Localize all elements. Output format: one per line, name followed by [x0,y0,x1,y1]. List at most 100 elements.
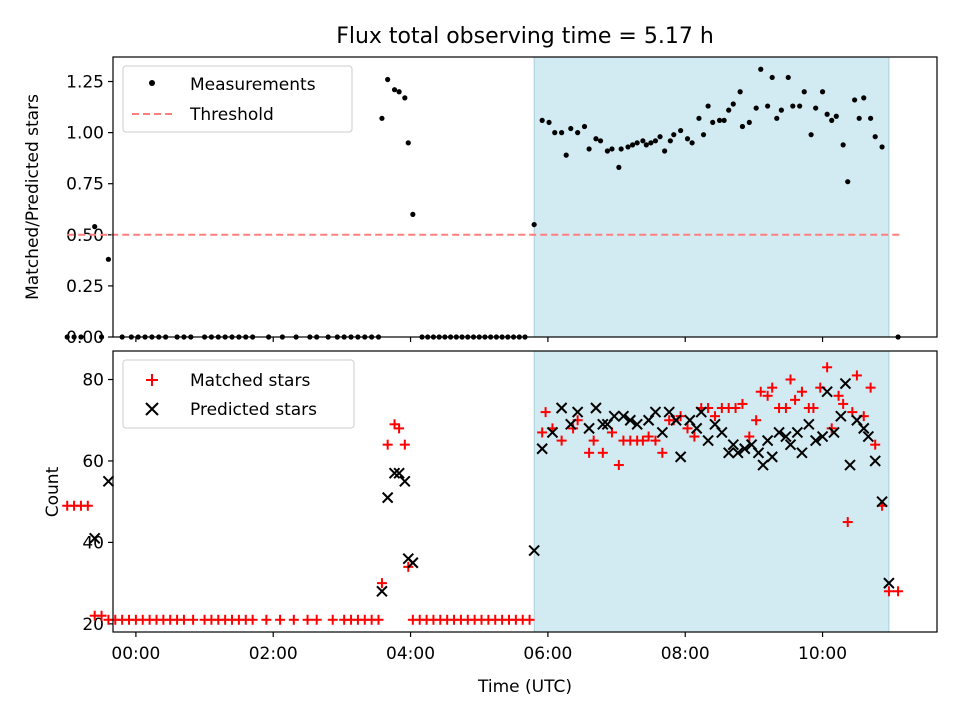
bottom-highlight-span [533,350,890,633]
measurement-point [597,138,604,144]
measurement-point [696,115,702,121]
measurement-point [765,103,771,109]
matched-stars-point [327,614,338,625]
measurement-point [678,127,684,134]
predicted-legend-label: Predicted stars [190,400,317,420]
matched-stars-point [833,390,844,401]
predicted-stars-point [571,406,584,418]
matched-stars-point [808,403,819,414]
bottom-legend: Matched stars Predicted stars [122,359,355,429]
predicted-stars-point [597,418,609,431]
measurement-point [604,148,611,154]
measurement-point [581,123,588,130]
x-tick-label: 00:00 [111,644,160,664]
top-panel: 0.000.250.500.751.001.25 Matched/Predict… [23,56,938,348]
predicted-stars-point [773,426,785,439]
y-tick-label: 0.25 [66,277,104,297]
measurement-point [813,105,819,111]
measurement-point [689,140,695,146]
measurement-point [808,132,814,138]
measurement-point [667,138,673,144]
matched-stars-point [650,435,661,446]
measurement-point [405,140,411,146]
predicted-stars-point [883,577,895,589]
matched-stars-point [96,610,107,621]
top-highlight-span [533,56,890,338]
y-tick-label: 0.75 [66,175,104,195]
predicted-stars-point [739,443,751,455]
top-plot-frame [112,56,938,338]
matched-stars-point [785,374,796,385]
measurement-point [856,115,862,121]
measurement-point [609,146,615,152]
matched-stars-point [382,439,393,450]
measurement-point [739,123,746,130]
predicted-stars-point [617,410,630,422]
threshold-legend-label: Threshold [189,105,274,125]
predicted-stars-point [546,426,559,439]
predicted-stars-point [393,467,405,479]
measurement-point [657,134,663,140]
measurement-point [391,87,398,93]
matched-stars-point [394,423,405,434]
matched-legend-marker [146,374,158,386]
measurement-point [385,76,391,83]
predicted-stars-point [723,447,735,459]
measurement-point [643,142,649,148]
measurement-point [546,119,552,126]
predicted-stars-point [803,418,815,431]
measurement-point [829,117,835,123]
matched-stars-point [737,398,748,409]
matched-stars-point [588,435,599,446]
measurement-point [801,89,807,95]
measurement-point [824,111,830,117]
measurements-legend-marker [149,80,155,86]
predicted-stars-point [752,447,765,459]
measurement-point [648,140,654,146]
top-legend-box [122,65,353,133]
predicted-legend-marker [145,402,159,416]
matched-stars-point [556,435,567,446]
measurement-point [618,146,624,152]
predicted-stars-point [716,426,728,439]
measurement-point [778,107,784,113]
matched-stars-point [790,394,801,405]
bottom-ylabel: Count [43,466,63,517]
matched-stars-point [755,386,766,397]
matched-stars-point [870,439,881,450]
measurement-point [705,103,711,109]
y-tick-label: 40 [82,533,104,553]
matched-stars-point [657,447,668,458]
predicted-stars-point [727,438,739,451]
measurement-point [593,136,599,142]
measurement-point [726,107,732,113]
predicted-stars-point [649,406,662,418]
measurement-point [559,130,565,136]
predicted-stars-point [816,430,829,443]
matched-stars-point [767,382,778,393]
predicted-stars-point [780,430,792,443]
matched-stars-point [682,423,693,434]
x-tick-label: 10:00 [798,644,847,664]
predicted-stars-point [407,557,419,569]
measurement-point [753,105,759,111]
matched-stars-point [613,460,624,471]
predicted-stars-point [624,414,636,426]
matched-stars-point [302,614,313,625]
matched-stars-point [709,411,720,422]
measurement-point [840,142,846,148]
x-tick-label: 02:00 [249,644,298,664]
matched-stars-point [311,614,322,625]
matched-stars-point [568,423,579,434]
matched-stars-point [780,403,791,414]
matched-stars-point [188,614,199,625]
predicted-stars-point [757,459,769,471]
x-tick-label: 06:00 [523,644,572,664]
predicted-stars-point [821,386,833,398]
measurement-point [797,103,803,109]
measurement-point [737,89,743,95]
matched-stars-point [751,415,762,426]
top-axis-ticks: 0.000.250.500.751.001.25 [66,73,824,348]
measurement-point [396,89,402,95]
